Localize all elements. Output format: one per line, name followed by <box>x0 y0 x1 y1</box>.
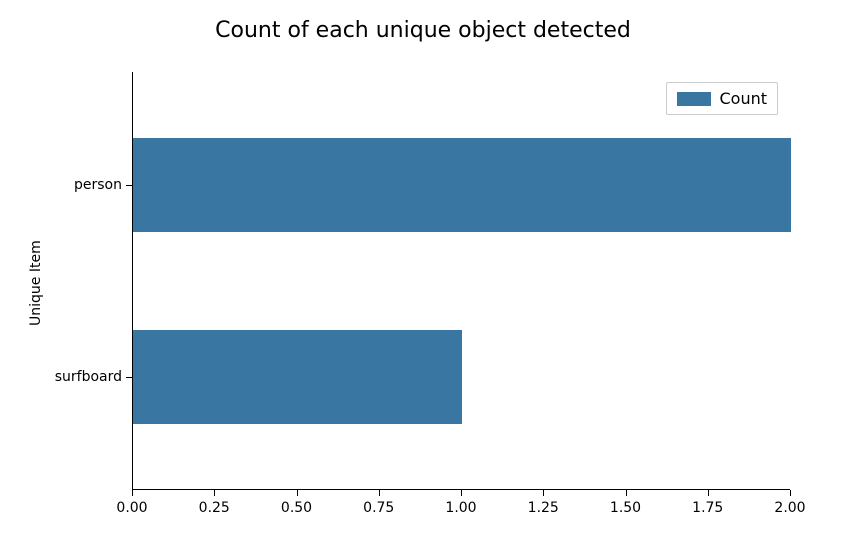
xtick-mark <box>297 490 298 496</box>
xtick-label: 1.25 <box>523 500 563 516</box>
legend-swatch <box>677 92 711 106</box>
bar-surfboard <box>133 330 462 424</box>
legend-label: Count <box>719 89 767 108</box>
xtick-label: 1.00 <box>441 500 481 516</box>
legend: Count <box>666 82 778 115</box>
xtick-mark <box>214 490 215 496</box>
y-axis-label: Unique Item <box>28 240 44 326</box>
ytick-mark <box>126 377 132 378</box>
bar-person <box>133 138 791 232</box>
xtick-label: 0.75 <box>359 500 399 516</box>
xtick-label: 0.25 <box>194 500 234 516</box>
chart-container: Count of each unique object detected Uni… <box>0 0 846 552</box>
ytick-label: person <box>74 177 122 193</box>
xtick-label: 1.75 <box>688 500 728 516</box>
xtick-mark <box>132 490 133 496</box>
xtick-label: 0.50 <box>277 500 317 516</box>
chart-title: Count of each unique object detected <box>0 18 846 43</box>
xtick-mark <box>790 490 791 496</box>
ytick-mark <box>126 185 132 186</box>
xtick-label: 1.50 <box>606 500 646 516</box>
xtick-label: 0.00 <box>112 500 152 516</box>
xtick-mark <box>543 490 544 496</box>
xtick-mark <box>461 490 462 496</box>
xtick-mark <box>379 490 380 496</box>
xtick-mark <box>708 490 709 496</box>
xtick-mark <box>626 490 627 496</box>
plot-area: Count <box>132 72 790 490</box>
ytick-label: surfboard <box>55 369 122 385</box>
xtick-label: 2.00 <box>770 500 810 516</box>
